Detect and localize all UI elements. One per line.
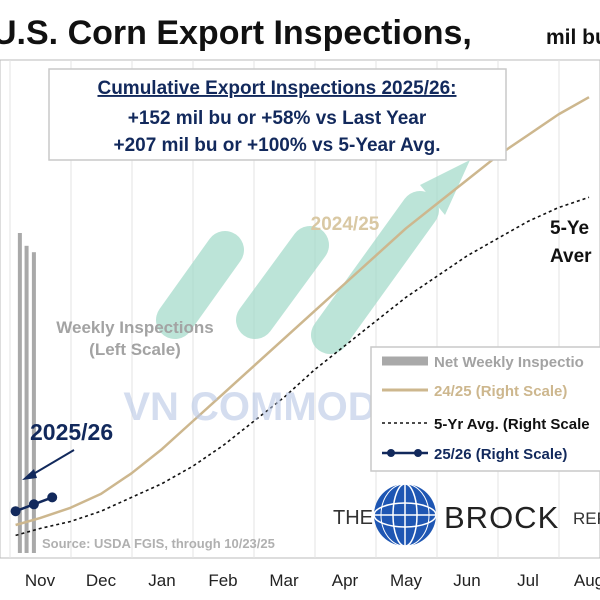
- weekly-bar: [31, 252, 36, 553]
- x-tick-label: Jun: [453, 571, 480, 590]
- label-2025-26: 2025/26: [30, 419, 113, 445]
- legend-box: [370, 346, 600, 472]
- weekly-bars: [17, 233, 36, 554]
- x-tick-label: Dec: [86, 571, 117, 590]
- brand-suffix: REP: [573, 509, 600, 528]
- source-note: Source: USDA FGIS, through 10/23/25: [42, 536, 275, 551]
- label-5yr-average-1: 5-Ye: [550, 218, 589, 239]
- callout-line-2: +207 mil bu or +100% vs 5-Year Avg.: [113, 135, 440, 156]
- callout-box: [48, 68, 507, 161]
- callout-line-1: +152 mil bu or +58% vs Last Year: [128, 108, 427, 129]
- x-axis-labels: Nov Dec Jan Feb Mar Apr May Jun Jul Aug: [25, 571, 600, 590]
- arrow-2025-26-head: [22, 469, 37, 480]
- legend-marker-2526-b: [414, 449, 422, 457]
- label-left-scale: (Left Scale): [89, 340, 181, 359]
- arrow-2025-26-shaft: [29, 449, 75, 477]
- callout-heading: Cumulative Export Inspections 2025/26:: [97, 78, 456, 99]
- x-tick-label: Jul: [517, 571, 539, 590]
- legend-label-5yr: 5-Yr Avg. (Right Scale: [434, 416, 590, 433]
- legend-marker-2526-a: [387, 449, 395, 457]
- legend-label-2526: 25/26 (Right Scale): [434, 446, 567, 463]
- label-2024-25: 2024/25: [311, 214, 380, 235]
- x-tick-label: Jan: [148, 571, 175, 590]
- label-5yr-average-2: Aver: [550, 246, 592, 267]
- chart-title-unit: mil bu: [546, 26, 600, 49]
- series-point: [47, 492, 58, 503]
- x-tick-label: Mar: [269, 571, 299, 590]
- chart-title: U.S. Corn Export Inspections,: [0, 14, 472, 52]
- brand-name: BROCK: [444, 500, 559, 535]
- x-tick-label: Feb: [208, 571, 237, 590]
- label-weekly-inspections: Weekly Inspections: [56, 318, 213, 337]
- x-tick-label: Aug: [574, 571, 600, 590]
- brand-the: THE: [333, 507, 373, 529]
- series-line-1: [15, 196, 590, 537]
- globe-icon: [373, 483, 437, 547]
- x-tick-label: Nov: [25, 571, 56, 590]
- x-tick-label: May: [390, 571, 423, 590]
- x-tick-label: Apr: [332, 571, 359, 590]
- legend-label-weekly: Net Weekly Inspectio: [434, 354, 584, 371]
- legend-label-2425: 24/25 (Right Scale): [434, 383, 567, 400]
- series-point: [28, 499, 39, 510]
- series-markers: [10, 492, 58, 517]
- brock-logo: THE BROCK REP: [333, 483, 600, 547]
- series-point: [10, 506, 21, 517]
- weekly-bar: [24, 245, 29, 554]
- weekly-bar: [17, 233, 22, 553]
